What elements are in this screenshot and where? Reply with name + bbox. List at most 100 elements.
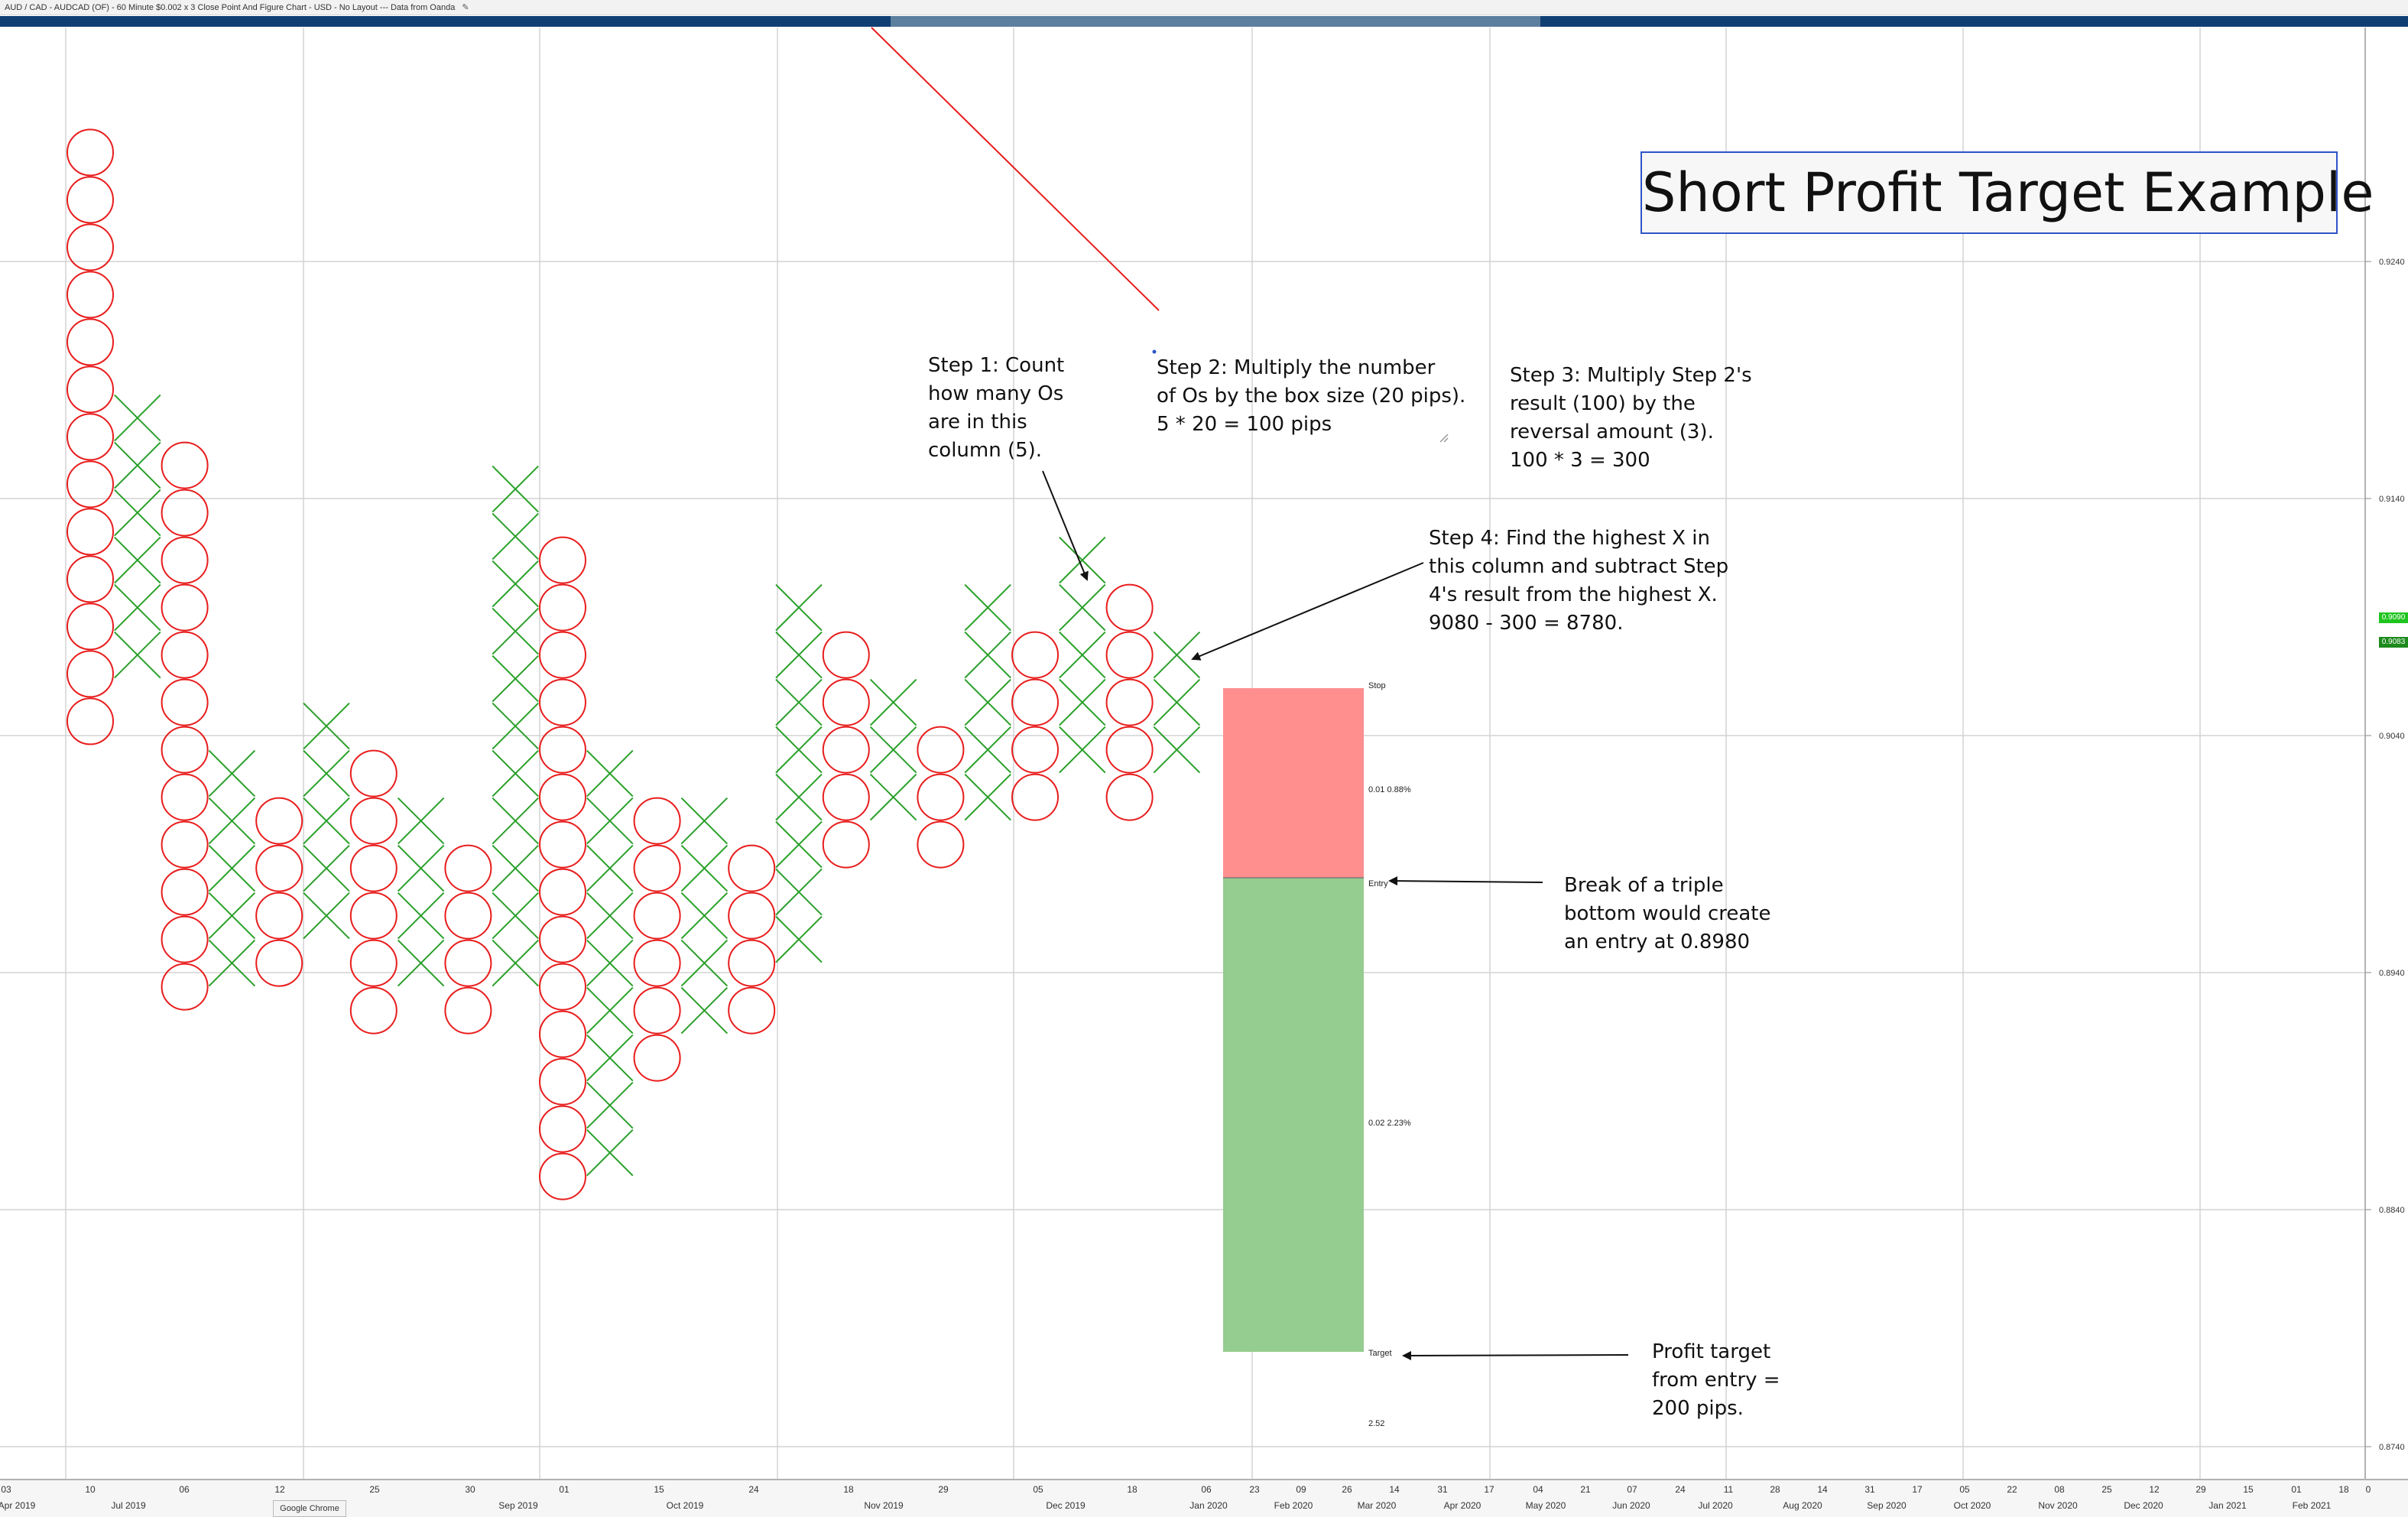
- o-box: [728, 939, 776, 987]
- x-axis-tick-label: 05: [1959, 1484, 1970, 1495]
- o-box: [67, 365, 114, 414]
- x-box-stroke: [1153, 631, 1201, 679]
- chrome-taskbar-tab[interactable]: Google Chrome: [273, 1500, 346, 1517]
- x-axis-tick-label: 05: [1033, 1484, 1043, 1495]
- x-axis-month-label: Jul 2019: [111, 1500, 146, 1511]
- x-axis-month-label: Nov 2019: [864, 1500, 904, 1511]
- x-axis-tick-label: 14: [1389, 1484, 1400, 1495]
- o-box: [444, 939, 492, 987]
- target-arrow: [1402, 1350, 1629, 1360]
- x-axis-month-label: Dec 2019: [1046, 1500, 1086, 1511]
- o-box: [539, 773, 586, 821]
- step1-line: how many Os: [928, 382, 1064, 405]
- x-axis-tick-label: 24: [1675, 1484, 1686, 1495]
- o-box: [444, 986, 492, 1035]
- x-axis-tick-label: 18: [843, 1484, 854, 1495]
- x-axis-month-label: Nov 2020: [2038, 1500, 2078, 1511]
- x-axis-tick-label: 09: [1296, 1484, 1306, 1495]
- o-box: [1011, 726, 1059, 774]
- x-box-stroke: [680, 892, 729, 940]
- window-title: AUD / CAD - AUDCAD (OF) - 60 Minute $0.0…: [5, 3, 456, 12]
- o-box: [539, 1057, 586, 1106]
- x-axis-month-label: Dec 2020: [2124, 1500, 2163, 1511]
- stop-zone[interactable]: [1223, 688, 1364, 878]
- o-box: [1011, 678, 1059, 726]
- target-label: Target: [1368, 1349, 1392, 1358]
- y-axis-tick-label: 0.9140: [2379, 495, 2405, 504]
- x-box-stroke: [869, 773, 917, 821]
- o-box: [161, 631, 209, 679]
- o-box: [822, 631, 870, 679]
- x-box-stroke: [208, 797, 256, 845]
- step2-line: Step 2: Multiply the number: [1157, 356, 1436, 379]
- x-box-stroke: [964, 678, 1011, 726]
- target-zone[interactable]: [1223, 878, 1364, 1352]
- step3-line: reversal amount (3).: [1510, 421, 1714, 443]
- o-box: [728, 986, 776, 1035]
- x-axis-month-label: May 2020: [1526, 1500, 1566, 1511]
- x-axis-tick-label: 06: [1201, 1484, 1212, 1495]
- o-box: [539, 1105, 586, 1153]
- o-box: [67, 603, 114, 651]
- x-axis-tick-label: 15: [654, 1484, 664, 1495]
- resize-grip-icon[interactable]: [1439, 434, 1449, 443]
- x-box-stroke: [114, 394, 161, 442]
- o-box: [822, 773, 870, 821]
- x-box-stroke: [586, 986, 634, 1035]
- x-axis-tick-label: 14: [1817, 1484, 1828, 1495]
- o-box: [255, 939, 303, 987]
- x-axis-tick-label: 25: [2101, 1484, 2112, 1495]
- x-axis-tick-label: 17: [1484, 1484, 1494, 1495]
- x-axis-tick-label: 22: [2007, 1484, 2017, 1495]
- x-box-stroke: [397, 892, 445, 940]
- x-box-stroke: [680, 986, 729, 1035]
- x-axis-month-label: Jan 2020: [1189, 1500, 1228, 1511]
- x-box-stroke: [586, 939, 634, 987]
- o-box: [633, 986, 681, 1035]
- x-axis-tick-label: 29: [938, 1484, 949, 1495]
- o-box: [161, 820, 209, 869]
- risk-label: 0.01 0.88%: [1368, 785, 1411, 794]
- x-box-stroke: [492, 939, 539, 987]
- o-box: [349, 892, 398, 940]
- x-axis-tick-label: 12: [274, 1484, 285, 1495]
- o-box: [161, 868, 209, 916]
- o-box: [539, 536, 586, 584]
- o-box: [917, 773, 965, 821]
- pencil-icon[interactable]: ✎: [462, 3, 469, 12]
- o-box: [255, 892, 303, 940]
- o-box: [633, 1034, 681, 1082]
- x-box-stroke: [586, 1129, 634, 1177]
- o-box: [633, 797, 681, 845]
- x-axis-tick-label: 06: [179, 1484, 190, 1495]
- step3-line: 100 * 3 = 300: [1510, 449, 1650, 472]
- step3-line: Step 3: Multiply Step 2's: [1510, 364, 1752, 387]
- x-axis-tick-label: 28: [1770, 1484, 1780, 1495]
- x-axis-month-label: Jan 2021: [2208, 1500, 2247, 1511]
- trendline[interactable]: [871, 27, 1160, 311]
- x-axis-tick-label: 0: [2366, 1484, 2371, 1495]
- step2-annotation: Step 2: Multiply the number of Os by the…: [1157, 354, 1465, 439]
- o-box: [539, 1152, 586, 1200]
- y-axis-tick-label: 0.9240: [2379, 258, 2405, 267]
- x-axis-month-label: Jun 2020: [1612, 1500, 1650, 1511]
- navigator-window[interactable]: [891, 16, 1540, 27]
- ratio-label: 2.52: [1368, 1419, 1385, 1428]
- trendline-handle[interactable]: [1152, 349, 1157, 354]
- y-axis-tick-label: 0.8840: [2379, 1206, 2405, 1215]
- o-box: [161, 583, 209, 632]
- x-box-stroke: [1059, 726, 1106, 774]
- x-box-stroke: [586, 892, 634, 940]
- o-box: [728, 892, 776, 940]
- x-axis-month-label: Sep 2020: [1867, 1500, 1907, 1511]
- x-axis-tick-label: 08: [2054, 1484, 2065, 1495]
- o-box: [161, 773, 209, 821]
- o-box: [539, 820, 586, 869]
- step4-line: Step 4: Find the highest X in: [1429, 527, 1710, 550]
- entry-arrow: [1388, 876, 1543, 886]
- o-box: [67, 508, 114, 556]
- x-axis-band: [0, 1480, 2408, 1517]
- x-axis-month-label: Apr 2020: [1444, 1500, 1481, 1511]
- o-box: [161, 726, 209, 774]
